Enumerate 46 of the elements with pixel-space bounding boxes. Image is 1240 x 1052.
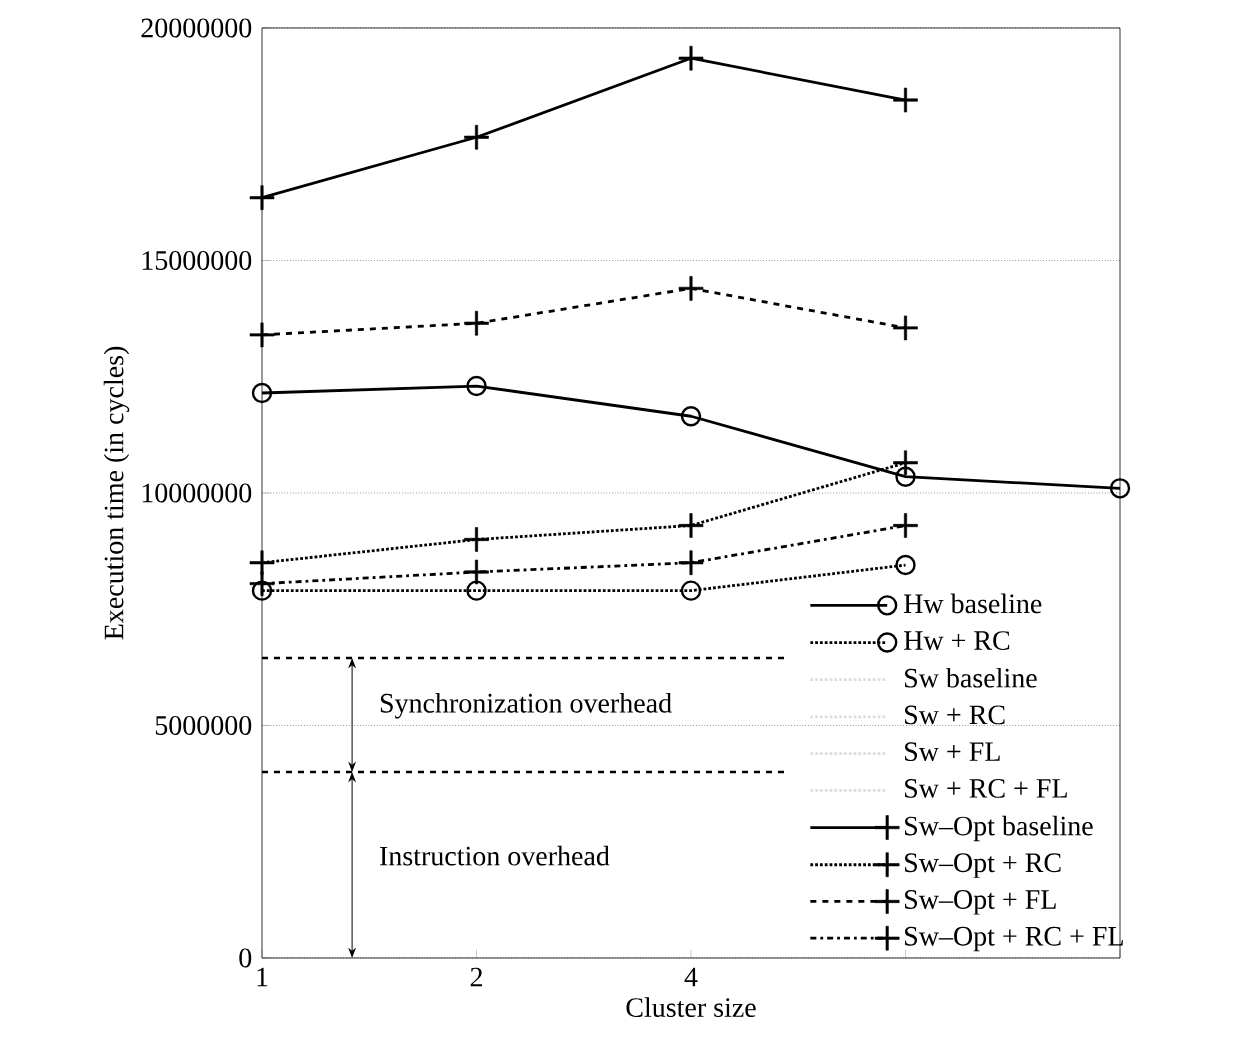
x-tick-label: 1	[257, 967, 268, 987]
point	[893, 87, 918, 113]
point	[251, 382, 273, 404]
point	[678, 513, 704, 538]
point	[680, 580, 702, 601]
legend-label: Sw baseline	[905, 667, 1037, 688]
annotation: Instruction overhead	[379, 845, 610, 866]
legend-label: Sw + RC + FL	[905, 779, 1067, 798]
point	[466, 580, 487, 601]
point	[895, 554, 916, 576]
point	[680, 406, 702, 427]
point	[464, 527, 489, 552]
point	[678, 550, 704, 576]
legend-label: Sw–Opt + RC + FL	[905, 926, 1123, 952]
y-tick-label: 5000000	[155, 716, 252, 735]
x-axis-title: Cluster size	[626, 997, 756, 1018]
legend-label: Sw + RC	[905, 705, 1005, 725]
point	[251, 580, 273, 601]
y-axis-title: Execution time (in cycles)	[103, 346, 130, 640]
point	[249, 185, 275, 210]
legend-label: Hw + RC	[903, 631, 1010, 650]
point	[895, 466, 916, 487]
point	[464, 559, 489, 585]
legend-label: Sw + FL	[905, 742, 1000, 762]
legend-label: Sw–Opt + FL	[905, 890, 1056, 915]
point	[893, 513, 918, 538]
point	[249, 571, 275, 596]
y-tick-label: 0	[239, 948, 252, 968]
point	[678, 45, 704, 71]
legend-label: Hw baseline	[903, 593, 1042, 614]
point	[464, 124, 489, 150]
point	[893, 450, 918, 476]
point	[249, 322, 275, 348]
point	[893, 315, 918, 341]
y-tick-label: 10000000	[142, 483, 252, 503]
point	[464, 310, 489, 336]
y-tick-label: 20000000	[141, 18, 252, 38]
y-tick-label: 15000000	[142, 251, 252, 270]
annotation: Synchronization overhead	[380, 692, 672, 719]
point	[1109, 478, 1131, 499]
point	[466, 375, 487, 397]
x-tick-label: 4	[684, 967, 698, 987]
x-tick-label: 2	[470, 967, 482, 987]
point	[678, 276, 704, 301]
legend-label: Sw–Opt baseline	[905, 815, 1093, 842]
legend-label: Sw–Opt + RC	[905, 853, 1061, 878]
